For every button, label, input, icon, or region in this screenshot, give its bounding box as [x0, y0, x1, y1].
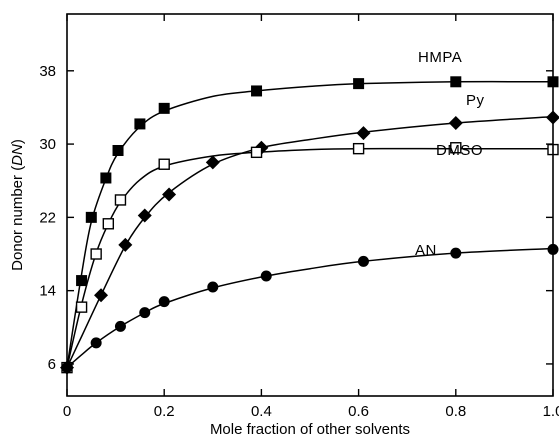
series-label-an: AN [415, 242, 437, 259]
data-point-hmpa [158, 102, 170, 114]
data-point-hmpa [134, 118, 146, 130]
x-tick-label-0: 0 [63, 403, 71, 420]
data-point-hmpa [251, 85, 263, 97]
data-point-dmso [75, 301, 88, 313]
series-line-dmso [66, 147, 553, 368]
data-point-dmso [352, 142, 365, 155]
x-tick-label-0-6: 0.6 [348, 403, 369, 420]
axis-ticks [66, 14, 554, 396]
data-point-an [114, 320, 126, 332]
data-point-an [450, 247, 462, 259]
series-label-dmso: DMSO [436, 142, 483, 159]
x-tick-label-0-8: 0.8 [445, 403, 466, 420]
data-point-dmso [158, 158, 170, 170]
y-tick-label-14: 14 [39, 283, 56, 300]
series-label-hmpa: HMPA [418, 49, 462, 66]
series-line-an [66, 247, 554, 369]
x-tick-label-0-4: 0.4 [251, 403, 272, 420]
x-tick-label-1-0: 1.0 [543, 403, 559, 420]
data-point-dmso [114, 194, 127, 206]
data-point-an [260, 270, 272, 282]
y-tick-label-38: 38 [39, 63, 56, 80]
data-point-hmpa [85, 211, 97, 223]
y-axis-title-dn: DN [9, 144, 26, 166]
y-axis-title-prefix: Donor number ( [9, 166, 26, 271]
data-point-an [90, 337, 102, 349]
data-point-py [205, 155, 220, 170]
data-point-an [207, 281, 219, 293]
data-point-py [162, 187, 177, 202]
y-axis-title-suffix: ) [9, 139, 26, 144]
x-tick-label-0-2: 0.2 [154, 403, 175, 420]
data-point-hmpa [450, 76, 462, 88]
data-point-hmpa [112, 144, 124, 156]
data-point-dmso [102, 218, 115, 230]
data-point-dmso [450, 142, 462, 154]
y-tick-label-30: 30 [39, 136, 56, 153]
data-point-py [118, 237, 133, 252]
y-tick-label-6: 6 [48, 356, 56, 373]
plot-frame [66, 13, 554, 397]
data-point-py [137, 208, 152, 223]
data-point-an [139, 307, 151, 319]
data-point-py [356, 126, 371, 141]
data-point-py [448, 116, 463, 131]
series-markers [60, 76, 559, 375]
data-point-an [158, 296, 170, 308]
data-point-hmpa [100, 172, 112, 184]
data-point-hmpa [76, 275, 88, 287]
y-tick-label-22: 22 [39, 209, 56, 226]
data-point-hmpa [353, 78, 365, 90]
y-axis-title: Donor number (DN) [9, 139, 26, 271]
data-point-dmso [90, 248, 102, 260]
data-point-py [94, 288, 109, 303]
data-point-an [357, 255, 369, 267]
x-axis-title: Mole fraction of other solvents [210, 421, 410, 438]
axis-tick-labels: 0 0.2 0.4 0.6 0.8 1.0 6 14 22 30 38 [39, 63, 559, 420]
series-label-py: Py [466, 92, 485, 109]
data-point-dmso [250, 146, 263, 159]
series-labels: HMPA Py DMSO AN [415, 49, 485, 259]
